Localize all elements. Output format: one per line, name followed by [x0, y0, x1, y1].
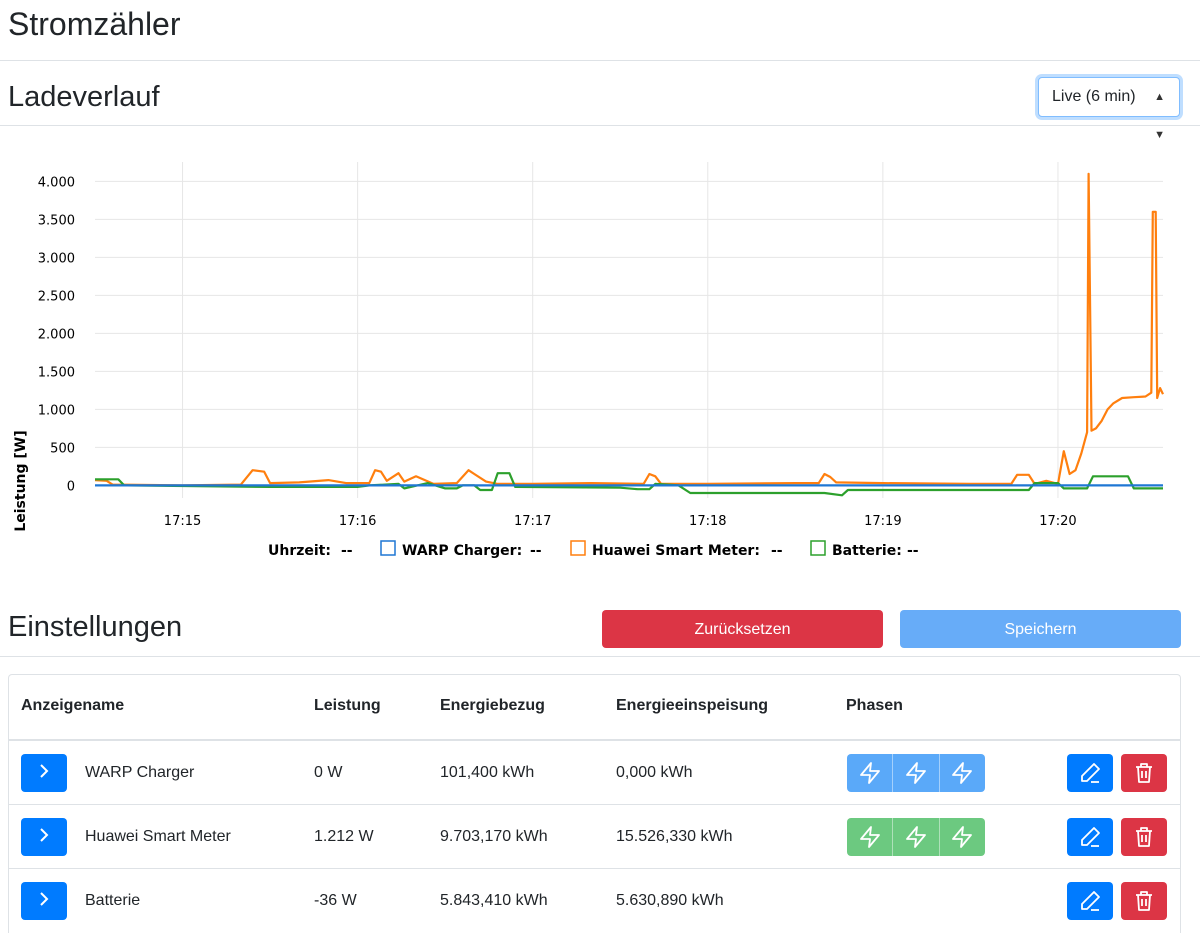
row-power: 0 W	[314, 764, 343, 781]
pencil-icon	[1081, 891, 1100, 911]
y-tick-label: 2.500	[38, 289, 75, 304]
expand-button[interactable]	[21, 818, 67, 856]
lightning-icon	[859, 826, 880, 848]
legend-swatch-huawei	[570, 540, 586, 556]
legend-batterie-value: --	[907, 543, 919, 559]
x-tick-label: 17:15	[164, 514, 201, 529]
chevron-right-icon	[40, 828, 49, 842]
trash-icon	[1136, 827, 1152, 847]
row-power: 1.212 W	[314, 828, 374, 845]
table-row: WARP Charger 0 W 101,400 kWh 0,000 kWh	[9, 739, 1180, 805]
chevron-right-icon	[40, 892, 49, 906]
legend-huawei-value: --	[771, 543, 783, 559]
phase-l1-button[interactable]	[847, 754, 892, 792]
section-title-einstellungen: Einstellungen	[8, 611, 183, 643]
legend-warp-value: --	[530, 543, 542, 559]
row-import: 9.703,170 kWh	[440, 828, 548, 845]
select-caret-icon: ▲ ▼	[1154, 91, 1165, 141]
legend-time-label: Uhrzeit:	[268, 543, 331, 559]
row-import: 5.843,410 kWh	[440, 892, 548, 909]
header-energiebezug: Energiebezug	[440, 697, 545, 714]
meters-table: Anzeigename Leistung Energiebezug Energi…	[8, 674, 1181, 933]
pencil-icon	[1081, 827, 1100, 847]
trash-icon	[1136, 763, 1152, 783]
phase-l2-button[interactable]	[892, 754, 938, 792]
legend-swatch-warp	[380, 540, 396, 556]
time-range-select[interactable]: Live (6 min) ▲ ▼	[1038, 77, 1180, 141]
header-divider	[0, 60, 1200, 61]
y-tick-label: 1.500	[38, 365, 75, 380]
legend-warp-label: WARP Charger:	[402, 543, 522, 559]
y-tick-label: 500	[50, 441, 75, 456]
legend-time-value: --	[341, 543, 353, 559]
reset-button[interactable]: Zurücksetzen	[602, 610, 883, 648]
edit-button[interactable]	[1067, 754, 1113, 792]
table-row: Batterie -36 W 5.843,410 kWh 5.630,890 k…	[9, 868, 1180, 933]
settings-divider	[0, 656, 1200, 657]
y-axis-label: Leistung [W]	[13, 430, 29, 531]
legend-batterie-label: Batterie:	[832, 543, 902, 559]
legend-huawei-label: Huawei Smart Meter:	[592, 543, 760, 559]
phases-toggle	[847, 818, 985, 856]
x-tick-label: 17:18	[689, 514, 726, 529]
row-power: -36 W	[314, 892, 357, 909]
row-export: 15.526,330 kWh	[616, 828, 733, 845]
series-line-huawei-smart-meter	[94, 172, 1164, 487]
legend-swatch-batterie	[810, 540, 826, 556]
x-tick-label: 17:17	[514, 514, 551, 529]
y-tick-label: 3.500	[38, 213, 75, 228]
power-chart[interactable]: 0 500 1.000 1.500 2.000 2.500 3.000 3.500 4.000 1…	[0, 140, 1200, 570]
delete-button[interactable]	[1121, 882, 1167, 920]
x-tick-label: 17:16	[339, 514, 376, 529]
phase-l3-button[interactable]	[938, 754, 985, 792]
y-tick-label: 3.000	[38, 251, 75, 266]
delete-button[interactable]	[1121, 754, 1167, 792]
phase-l1-button[interactable]	[847, 818, 892, 856]
phases-toggle	[847, 754, 985, 792]
pencil-icon	[1081, 763, 1100, 783]
row-export: 0,000 kWh	[616, 764, 693, 781]
save-button[interactable]: Speichern	[900, 610, 1181, 648]
edit-button[interactable]	[1067, 882, 1113, 920]
row-name: WARP Charger	[85, 764, 195, 781]
time-range-value: Live (6 min)	[1052, 88, 1136, 105]
lightning-icon	[906, 826, 926, 848]
lightning-icon	[952, 762, 973, 784]
series-line-batterie	[95, 472, 1163, 497]
expand-button[interactable]	[21, 882, 67, 920]
header-phasen: Phasen	[846, 697, 903, 714]
y-tick-label: 2.000	[38, 327, 75, 342]
y-tick-label: 0	[67, 479, 75, 494]
x-tick-label: 17:20	[1039, 514, 1076, 529]
header-energieeinspeisung: Energieeinspeisung	[616, 697, 769, 714]
phase-l2-button[interactable]	[892, 818, 938, 856]
y-tick-label: 1.000	[38, 403, 75, 418]
x-tick-label: 17:19	[864, 514, 901, 529]
edit-button[interactable]	[1067, 818, 1113, 856]
section-divider	[0, 125, 1200, 126]
y-tick-label: 4.000	[38, 175, 75, 190]
row-import: 101,400 kWh	[440, 764, 535, 781]
row-export: 5.630,890 kWh	[616, 892, 724, 909]
row-name: Batterie	[85, 892, 141, 909]
lightning-icon	[859, 762, 880, 784]
row-name: Huawei Smart Meter	[85, 828, 231, 845]
chevron-right-icon	[40, 764, 49, 778]
lightning-icon	[952, 826, 973, 848]
header-anzeigename: Anzeigename	[21, 697, 125, 714]
lightning-icon	[906, 762, 926, 784]
section-title-ladeverlauf: Ladeverlauf	[8, 81, 160, 113]
table-row: Huawei Smart Meter 1.212 W 9.703,170 kWh…	[9, 804, 1180, 869]
phase-l3-button[interactable]	[938, 818, 985, 856]
trash-icon	[1136, 891, 1152, 911]
expand-button[interactable]	[21, 754, 67, 792]
header-leistung: Leistung	[314, 697, 381, 714]
page-title: Stromzähler	[8, 6, 181, 42]
delete-button[interactable]	[1121, 818, 1167, 856]
